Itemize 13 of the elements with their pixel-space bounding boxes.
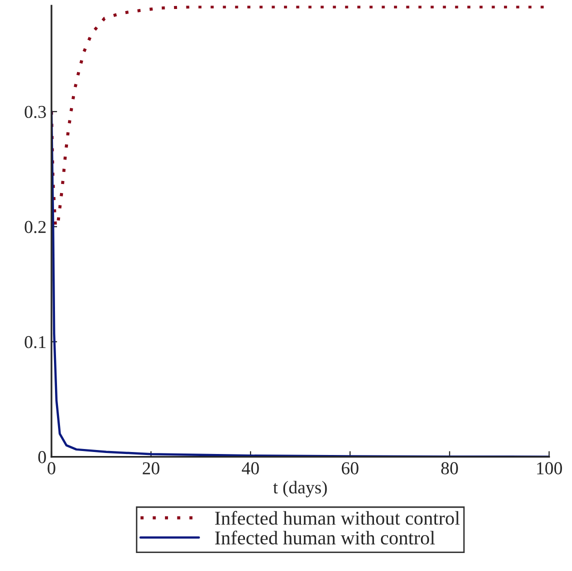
x-tick-label: 60	[342, 462, 358, 474]
y-tick-label: 0.2	[24, 220, 46, 234]
x-tick-label: 80	[441, 462, 458, 474]
legend-label: Infected human with control	[215, 530, 435, 545]
x-tick-label: 20	[142, 462, 160, 474]
y-tick-label: 0	[38, 451, 46, 464]
x-tick-label: 0	[48, 462, 56, 474]
x-axis-title: t (days)	[273, 480, 327, 498]
y-tick-label: 0.1	[24, 336, 46, 348]
x-tick-label: 40	[242, 462, 259, 474]
x-tick-label: 100	[537, 462, 562, 474]
legend-label: Infected human without control	[215, 510, 460, 525]
y-tick-label: 0.3	[24, 106, 46, 118]
